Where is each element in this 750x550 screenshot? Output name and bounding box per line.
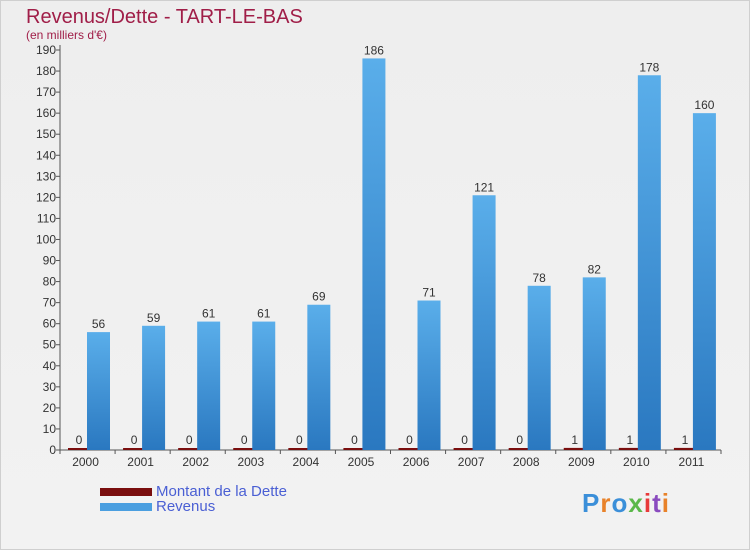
data-label-debt: 1 xyxy=(626,433,633,447)
y-tick-label: 70 xyxy=(43,296,57,310)
y-tick-label: 120 xyxy=(36,190,56,204)
data-label-debt: 0 xyxy=(296,433,303,447)
logo-letter: P xyxy=(582,488,601,518)
logo-letter: o xyxy=(611,488,629,518)
x-tick-label: 2009 xyxy=(568,455,595,469)
y-tick-label: 20 xyxy=(43,401,57,415)
y-tick-label: 40 xyxy=(43,359,57,373)
logo-letter: i xyxy=(643,488,653,518)
x-tick-label: 2011 xyxy=(679,455,705,469)
data-label-revenue: 71 xyxy=(422,286,436,300)
chart-title: Revenus/Dette - TART-LE-BAS xyxy=(26,6,303,28)
data-label-debt: 0 xyxy=(241,433,248,447)
data-label-debt: 0 xyxy=(516,433,523,447)
y-tick-label: 110 xyxy=(37,211,56,225)
logo-letter: i xyxy=(661,488,670,518)
chart-subtitle: (en milliers d'€) xyxy=(26,28,107,42)
y-tick-label: 190 xyxy=(36,43,56,57)
bar-revenue xyxy=(142,325,166,450)
legend: Montant de la Dette Revenus xyxy=(100,484,287,514)
y-tick-label: 180 xyxy=(36,64,56,78)
x-tick-label: 2006 xyxy=(403,455,430,469)
y-tick-label: 0 xyxy=(49,443,56,457)
bar-debt xyxy=(68,448,90,450)
data-label-revenue: 121 xyxy=(474,180,494,194)
bar-debt xyxy=(123,448,146,450)
legend-swatch-debt xyxy=(100,487,152,496)
y-tick-label: 50 xyxy=(43,338,57,352)
x-tick-label: 2000 xyxy=(72,455,99,469)
data-label-debt: 0 xyxy=(406,433,413,447)
legend-label-revenue: Revenus xyxy=(156,498,216,515)
legend-swatch-revenue xyxy=(100,502,152,511)
bar-revenue xyxy=(197,321,221,450)
legend-label-debt: Montant de la Dette xyxy=(156,483,287,500)
data-label-revenue: 61 xyxy=(257,307,271,321)
bar-revenue xyxy=(527,285,551,450)
y-tick-label: 30 xyxy=(43,380,57,394)
data-label-debt: 1 xyxy=(682,433,689,447)
y-tick-label: 140 xyxy=(36,148,56,162)
bar-debt xyxy=(673,447,696,450)
bar-debt xyxy=(288,448,311,450)
logo-letter: x xyxy=(628,488,644,518)
bar-revenue xyxy=(87,332,110,450)
x-tick-label: 2005 xyxy=(348,455,375,469)
bar-revenue xyxy=(252,321,276,450)
data-label-revenue: 56 xyxy=(92,317,106,331)
y-tick-label: 160 xyxy=(36,106,56,120)
x-tick-label: 2001 xyxy=(127,455,154,469)
bar-revenue xyxy=(307,304,331,450)
bar-debt xyxy=(508,448,531,450)
data-label-revenue: 61 xyxy=(202,307,216,321)
y-tick-label: 80 xyxy=(43,275,57,289)
bar-revenue xyxy=(637,75,661,451)
proxiti-logo: Proxiti xyxy=(582,488,670,519)
x-tick-label: 2008 xyxy=(513,455,540,469)
legend-item-debt: Montant de la Dette xyxy=(100,484,287,499)
data-label-debt: 0 xyxy=(186,433,193,447)
data-label-debt: 1 xyxy=(571,433,578,447)
x-tick-label: 2007 xyxy=(458,455,485,469)
data-label-revenue: 69 xyxy=(312,290,326,304)
bar-debt xyxy=(453,448,476,450)
bar-revenue xyxy=(472,195,496,450)
data-label-revenue: 160 xyxy=(694,98,714,112)
bar-debt xyxy=(178,448,201,450)
logo-letter: t xyxy=(652,488,662,518)
bar-revenue xyxy=(417,300,441,450)
bar-debt xyxy=(343,448,366,450)
bar-revenue xyxy=(362,58,386,450)
bar-debt xyxy=(233,448,256,450)
bar-revenue xyxy=(582,277,606,450)
x-tick-label: 2004 xyxy=(293,455,320,469)
y-tick-label: 90 xyxy=(43,254,57,268)
bar-debt xyxy=(618,447,641,450)
x-tick-label: 2002 xyxy=(182,455,209,469)
data-label-debt: 0 xyxy=(351,433,358,447)
bar-revenue xyxy=(692,113,716,450)
data-label-revenue: 178 xyxy=(639,60,659,74)
bar-debt xyxy=(398,448,421,450)
data-label-revenue: 186 xyxy=(364,43,384,57)
y-tick-label: 170 xyxy=(36,85,56,99)
data-label-debt: 0 xyxy=(131,433,138,447)
data-label-debt: 0 xyxy=(76,433,83,447)
logo-letter: r xyxy=(600,488,612,518)
data-label-revenue: 82 xyxy=(588,262,602,276)
bar-debt xyxy=(563,447,586,450)
data-label-revenue: 78 xyxy=(532,271,546,285)
data-label-debt: 0 xyxy=(461,433,468,447)
y-tick-label: 150 xyxy=(36,127,56,141)
y-tick-label: 60 xyxy=(43,317,57,331)
y-tick-label: 10 xyxy=(43,422,57,436)
x-tick-label: 2010 xyxy=(623,455,650,469)
data-label-revenue: 59 xyxy=(147,311,161,325)
x-tick-label: 2003 xyxy=(237,455,264,469)
y-tick-label: 130 xyxy=(36,169,56,183)
legend-item-revenue: Revenus xyxy=(100,499,287,514)
y-tick-label: 100 xyxy=(36,232,56,246)
